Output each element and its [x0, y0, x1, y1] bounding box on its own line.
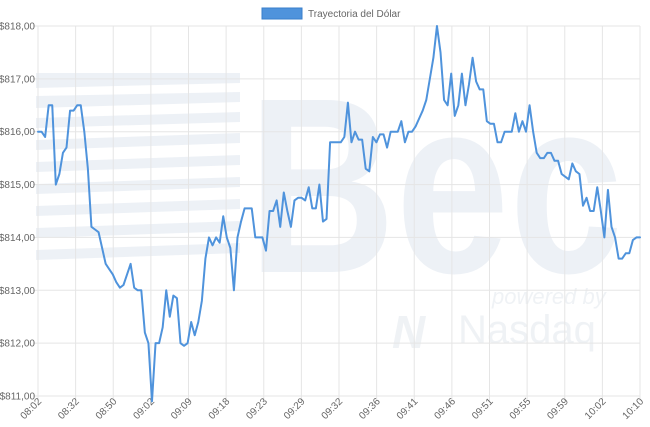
stripes-logo	[36, 73, 240, 260]
y-tick-label: $817,00	[0, 74, 35, 85]
x-tick-label: 09:32	[320, 396, 346, 422]
x-tick-label: 09:41	[395, 396, 421, 422]
y-axis: $811,00 $812,00 $813,00 $814,00 $815,00 $816,…	[0, 22, 38, 403]
x-tick-label: 09:02	[132, 396, 158, 422]
watermark-partner-mark: N	[392, 306, 426, 358]
x-axis: 08:02 08:32 08:50 09:02 09:09 09:18 09:23 09:29…	[19, 396, 647, 422]
x-tick-label: 08:32	[56, 396, 82, 422]
x-tick-label: 09:18	[207, 396, 233, 422]
x-tick-label: 09:09	[169, 396, 195, 422]
watermark-brand-text: Bec	[248, 46, 623, 325]
y-tick-label: $818,00	[0, 22, 35, 33]
x-tick-label: 09:23	[244, 396, 270, 422]
series-layer	[37, 25, 641, 403]
x-tick-label: 09:36	[357, 396, 383, 422]
x-tick-label: 09:51	[470, 396, 496, 422]
y-tick-label: $813,00	[0, 286, 35, 297]
x-tick-label: 09:29	[282, 396, 308, 422]
x-tick-label: 09:55	[508, 396, 534, 422]
grid-lines	[37, 25, 641, 397]
y-tick-label: $814,00	[0, 233, 35, 244]
x-tick-label: 09:46	[433, 396, 459, 422]
x-tick-label: 08:50	[94, 396, 120, 422]
y-tick-label: $811,00	[0, 392, 35, 403]
x-tick-label: 10:10	[621, 396, 647, 422]
watermark-powered-text: powered by	[491, 284, 608, 309]
brand-watermark: Bec powered by N Nasdaq	[36, 46, 623, 358]
y-tick-label: $815,00	[0, 180, 35, 191]
legend-label: Trayectoria del Dólar	[308, 9, 401, 20]
legend-swatch	[261, 7, 303, 20]
x-tick-label: 10:02	[583, 396, 609, 422]
series-line-0	[37, 25, 641, 403]
y-tick-label: $812,00	[0, 339, 35, 350]
legend: Trayectoria del Dólar	[261, 7, 401, 20]
y-tick-label: $816,00	[0, 127, 35, 138]
x-tick-label: 09:59	[545, 396, 571, 422]
